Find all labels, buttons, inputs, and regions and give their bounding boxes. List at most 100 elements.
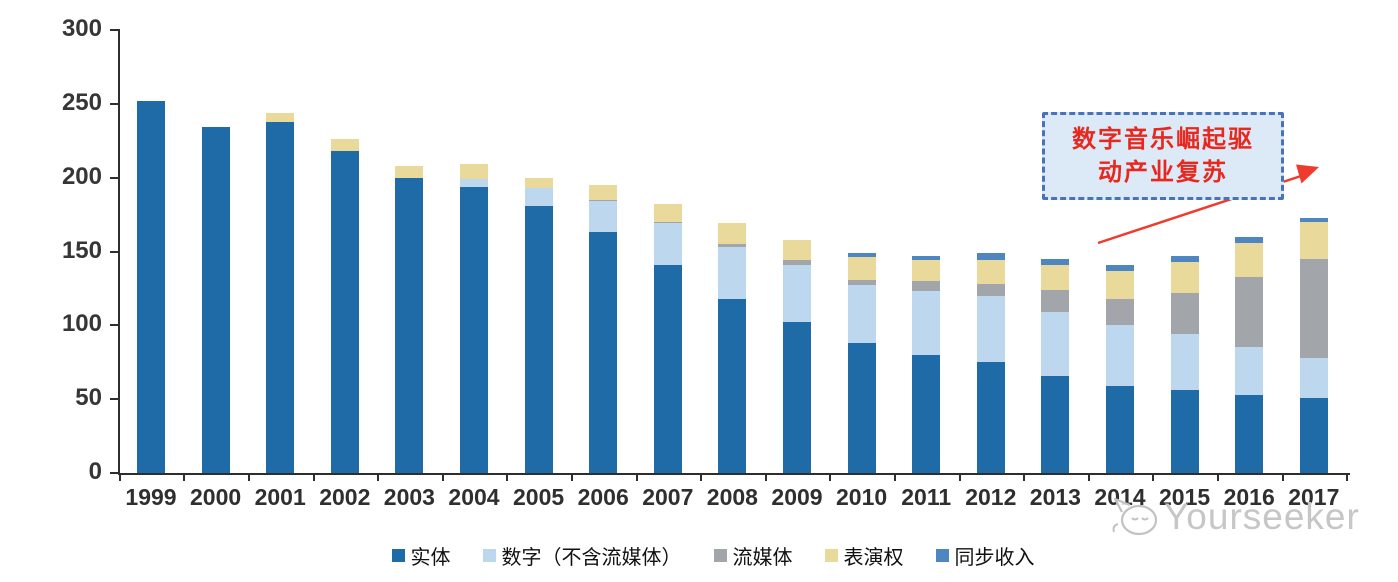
bar-segment-2014 bbox=[1106, 264, 1134, 271]
x-tick-mark bbox=[700, 473, 703, 481]
bar-segment-2009 bbox=[783, 322, 811, 473]
bar-segment-2009 bbox=[783, 260, 811, 265]
x-tick-mark bbox=[506, 473, 509, 481]
y-tick-mark bbox=[110, 102, 119, 105]
x-tick-mark bbox=[958, 473, 961, 481]
legend-item: 数字（不含流媒体） bbox=[482, 541, 682, 570]
bar-segment-2017 bbox=[1299, 397, 1328, 473]
bar-segment-2013 bbox=[1041, 375, 1070, 473]
x-tick-label: 2016 bbox=[1223, 484, 1275, 510]
bar-segment-2008 bbox=[718, 298, 747, 473]
watermark-text: Yourseeker bbox=[1164, 496, 1360, 537]
x-tick-mark bbox=[764, 473, 767, 481]
bar-segment-2012 bbox=[976, 260, 1005, 284]
bar-segment-2007 bbox=[653, 221, 682, 224]
legend: 实体 数字（不含流媒体） 流媒体 表演权 同步收入 bbox=[14, 541, 1398, 570]
bar-segment-2002 bbox=[330, 151, 359, 473]
bar-segment-2008 bbox=[718, 223, 747, 245]
bar-segment-2010 bbox=[847, 252, 876, 258]
y-axis-line bbox=[118, 29, 120, 475]
bar-segment-2003 bbox=[395, 177, 424, 473]
bar-segment-2012 bbox=[976, 252, 1005, 261]
x-tick-mark bbox=[1087, 473, 1090, 481]
bar-segment-2014 bbox=[1106, 385, 1134, 473]
bar-segment-2014 bbox=[1106, 325, 1134, 386]
bar-segment-2002 bbox=[330, 139, 359, 152]
legend-label: 同步收入 bbox=[954, 547, 1035, 569]
bar-segment-2003 bbox=[395, 165, 424, 178]
x-tick-mark bbox=[829, 473, 832, 481]
bar-segment-2010 bbox=[847, 285, 876, 344]
x-tick-mark bbox=[312, 473, 315, 481]
bar-segment-2004 bbox=[460, 186, 488, 473]
bar-segment-2011 bbox=[912, 255, 941, 261]
bar-segment-2016 bbox=[1235, 347, 1264, 395]
bar-segment-2006 bbox=[589, 201, 618, 233]
bar-segment-2007 bbox=[653, 223, 682, 265]
bar-segment-2017 bbox=[1299, 258, 1328, 358]
bar-segment-2011 bbox=[912, 281, 941, 292]
legend-swatch-icon bbox=[935, 549, 949, 562]
watermark: Yourseeker bbox=[1108, 496, 1360, 538]
bar-segment-2017 bbox=[1299, 357, 1328, 398]
bar-segment-2016 bbox=[1235, 236, 1264, 243]
bar-segment-2006 bbox=[589, 232, 618, 473]
y-tick-label: 200 bbox=[61, 162, 102, 190]
y-tick-label: 50 bbox=[75, 384, 102, 412]
bar-segment-2012 bbox=[976, 295, 1005, 363]
y-tick-label: 300 bbox=[61, 14, 102, 42]
bar-segment-2016 bbox=[1235, 394, 1264, 473]
y-tick-mark bbox=[110, 472, 119, 474]
y-tick-mark bbox=[110, 176, 119, 179]
bar-segment-2005 bbox=[524, 188, 553, 206]
bar-segment-2016 bbox=[1235, 242, 1264, 277]
x-tick-mark bbox=[1281, 473, 1284, 481]
bar-segment-2010 bbox=[847, 343, 876, 473]
bar-segment-2008 bbox=[718, 244, 747, 248]
legend-label: 表演权 bbox=[843, 547, 904, 569]
x-tick-label: 2017 bbox=[1288, 484, 1340, 510]
bar-segment-2009 bbox=[783, 239, 811, 261]
x-tick-mark bbox=[635, 473, 638, 481]
bar-segment-2013 bbox=[1041, 289, 1070, 313]
bar-segment-2015 bbox=[1170, 255, 1199, 262]
bar-segment-2011 bbox=[912, 291, 941, 355]
legend-item: 表演权 bbox=[824, 541, 904, 570]
y-tick-mark bbox=[110, 398, 119, 401]
x-tick-mark bbox=[377, 473, 380, 481]
x-tick-label: 2009 bbox=[771, 484, 823, 510]
bar-segment-2013 bbox=[1041, 312, 1070, 376]
legend-label: 数字（不含流媒体） bbox=[501, 547, 682, 569]
x-tick-mark bbox=[183, 473, 186, 481]
x-tick-mark bbox=[247, 473, 250, 481]
bar-segment-2012 bbox=[976, 362, 1005, 473]
x-tick-label: 2013 bbox=[1029, 484, 1081, 510]
x-tick-label: 2005 bbox=[513, 484, 565, 510]
y-tick-mark bbox=[110, 324, 119, 327]
bar-segment-2015 bbox=[1170, 390, 1199, 473]
bar-segment-2011 bbox=[912, 354, 941, 473]
y-tick-mark bbox=[110, 29, 119, 31]
x-tick-mark bbox=[893, 473, 896, 481]
x-tick-mark bbox=[1023, 473, 1026, 481]
bar-segment-2008 bbox=[718, 247, 747, 299]
bar-segment-2009 bbox=[783, 264, 811, 323]
yourseeker-mascot-icon bbox=[1112, 497, 1158, 536]
x-axis-line bbox=[118, 473, 1350, 475]
annotation-text-line2: 动产业复苏 bbox=[1098, 159, 1228, 186]
bar-segment-2015 bbox=[1170, 261, 1199, 293]
x-tick-label: 2002 bbox=[319, 484, 371, 510]
legend-item: 实体 bbox=[391, 541, 451, 570]
x-tick-mark bbox=[1216, 473, 1219, 481]
x-tick-label: 2006 bbox=[577, 484, 629, 510]
bar-segment-2017 bbox=[1299, 221, 1328, 259]
legend-item: 流媒体 bbox=[713, 541, 793, 570]
y-tick-label: 250 bbox=[61, 88, 102, 116]
annotation-callout: 数字音乐崛起驱 动产业复苏 bbox=[1042, 112, 1284, 200]
y-tick-label: 0 bbox=[88, 457, 102, 485]
bar-segment-2013 bbox=[1041, 258, 1070, 265]
legend-label: 实体 bbox=[410, 547, 451, 569]
bar-segment-2012 bbox=[976, 283, 1005, 296]
bar-segment-2006 bbox=[589, 199, 618, 202]
x-tick-label: 2000 bbox=[190, 484, 242, 510]
